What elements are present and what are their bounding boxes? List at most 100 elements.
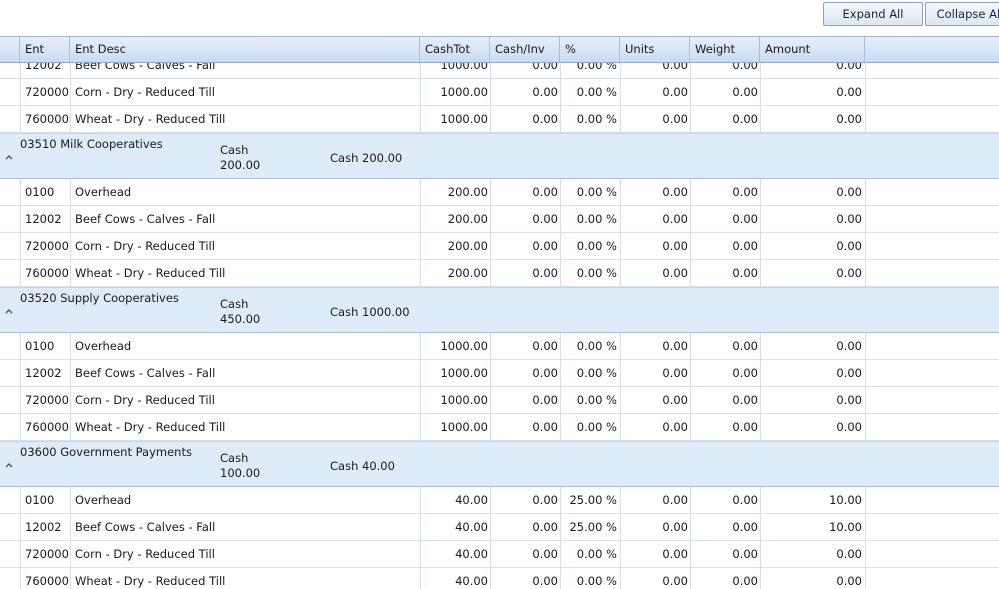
ent-desc-cell: Corn - Dry - Reduced Till [75, 239, 215, 253]
units-cell: 0.00 [662, 239, 688, 253]
column-divider [620, 541, 621, 567]
collapse-chevron-icon[interactable] [4, 460, 14, 470]
group-name: 03520 Supply Cooperatives [20, 291, 179, 305]
table-row[interactable]: 760000 Wheat - Dry - Reduced Till 1000.00 0… [0, 106, 999, 133]
column-divider [760, 541, 761, 567]
weight-cell: 0.00 [732, 493, 758, 507]
amount-cell: 0.00 [836, 239, 862, 253]
column-divider [690, 79, 691, 105]
column-divider [865, 568, 866, 589]
ent-desc-cell: Beef Cows - Calves - Fall [75, 520, 216, 534]
table-row[interactable]: 12002 Beef Cows - Calves - Fall 40.00 0.00 2… [0, 514, 999, 541]
column-divider [70, 233, 71, 259]
cash-inv-cell: 0.00 [532, 63, 558, 72]
table-row[interactable]: 760000 Wheat - Dry - Reduced Till 40.00 0.0… [0, 568, 999, 589]
column-divider [20, 179, 21, 205]
column-header-amount[interactable]: Amount [760, 37, 865, 62]
column-divider [690, 541, 691, 567]
column-divider [20, 106, 21, 132]
ent-desc-cell: Corn - Dry - Reduced Till [75, 85, 215, 99]
cashtot-cell: 1000.00 [440, 420, 488, 434]
amount-cell: 0.00 [836, 366, 862, 380]
units-cell: 0.00 [662, 574, 688, 588]
column-divider [620, 233, 621, 259]
column-divider [620, 79, 621, 105]
column-header-cash-inv[interactable]: Cash/Inv [490, 37, 560, 62]
grid-body[interactable]: 12002 Beef Cows - Calves - Fall 1000.00 0.0… [0, 63, 999, 589]
column-divider [420, 414, 421, 440]
column-divider [620, 333, 621, 359]
table-row[interactable]: 0100 Overhead 200.00 0.00 0.00 % 0.00 0.00 0.00 [0, 179, 999, 206]
column-divider [490, 79, 491, 105]
collapse-all-button[interactable]: Collapse All [925, 2, 999, 26]
units-cell: 0.00 [662, 212, 688, 226]
column-divider [560, 333, 561, 359]
column-divider [865, 360, 866, 386]
table-row[interactable]: 0100 Overhead 40.00 0.00 25.00 % 0.00 0.00 10.0… [0, 487, 999, 514]
percent-cell: 0.00 % [576, 420, 617, 434]
column-header-weight[interactable]: Weight [690, 37, 760, 62]
cash-inv-cell: 0.00 [532, 266, 558, 280]
column-divider [560, 414, 561, 440]
column-divider [70, 541, 71, 567]
column-divider [490, 333, 491, 359]
cashtot-cell: 200.00 [447, 212, 488, 226]
collapse-chevron-icon[interactable] [4, 306, 14, 316]
column-divider [690, 106, 691, 132]
cash-inv-cell: 0.00 [532, 185, 558, 199]
weight-cell: 0.00 [732, 574, 758, 588]
column-divider [760, 260, 761, 286]
column-divider [70, 260, 71, 286]
column-divider [690, 514, 691, 540]
percent-cell: 0.00 % [576, 266, 617, 280]
column-divider [490, 568, 491, 589]
group-cash-value: 100.00 [220, 466, 261, 480]
percent-cell: 0.00 % [576, 393, 617, 407]
column-header-percent[interactable]: % [560, 37, 620, 62]
ent-desc-cell: Wheat - Dry - Reduced Till [75, 266, 226, 280]
table-row[interactable]: 760000 Wheat - Dry - Reduced Till 200.00 0.… [0, 260, 999, 287]
table-row[interactable]: 760000 Wheat - Dry - Reduced Till 1000.00 0… [0, 414, 999, 441]
amount-cell: 0.00 [836, 420, 862, 434]
table-row[interactable]: 12002 Beef Cows - Calves - Fall 200.00 0.00… [0, 206, 999, 233]
cash-inv-cell: 0.00 [532, 366, 558, 380]
table-row[interactable]: 12002 Beef Cows - Calves - Fall 1000.00 0.0… [0, 63, 999, 79]
collapse-chevron-icon[interactable] [4, 152, 14, 162]
column-divider [760, 333, 761, 359]
column-divider [70, 414, 71, 440]
column-header-cashtot[interactable]: CashTot [420, 37, 490, 62]
cashtot-cell: 1000.00 [440, 393, 488, 407]
table-row[interactable]: 720000 Corn - Dry - Reduced Till 1000.00 0.… [0, 79, 999, 106]
column-divider [420, 541, 421, 567]
amount-cell: 0.00 [836, 63, 862, 72]
column-divider [620, 179, 621, 205]
table-row[interactable]: 0100 Overhead 1000.00 0.00 0.00 % 0.00 0.00 0.0… [0, 333, 999, 360]
ent-cell: 12002 [25, 520, 62, 534]
cash-inv-cell: 0.00 [532, 393, 558, 407]
column-header-ent-desc[interactable]: Ent Desc [70, 37, 420, 62]
column-divider [490, 206, 491, 232]
column-divider [560, 541, 561, 567]
group-header[interactable]: 03520 Supply Cooperatives Cash 450.00 Cash … [0, 287, 999, 333]
group-header[interactable]: 03600 Government Payments Cash 100.00 Cash … [0, 441, 999, 487]
ent-cell: 720000 [25, 547, 69, 561]
percent-cell: 0.00 % [576, 339, 617, 353]
column-divider [70, 387, 71, 413]
cash-inv-cell: 0.00 [532, 339, 558, 353]
column-header-units[interactable]: Units [620, 37, 690, 62]
table-row[interactable]: 720000 Corn - Dry - Reduced Till 200.00 0.0… [0, 233, 999, 260]
table-row[interactable]: 720000 Corn - Dry - Reduced Till 40.00 0.00… [0, 541, 999, 568]
table-row[interactable]: 12002 Beef Cows - Calves - Fall 1000.00 0.0… [0, 360, 999, 387]
weight-cell: 0.00 [732, 366, 758, 380]
expand-all-button[interactable]: Expand All [823, 2, 923, 26]
cash-inv-cell: 0.00 [532, 212, 558, 226]
column-divider [865, 387, 866, 413]
column-header-ent[interactable]: Ent [20, 37, 70, 62]
percent-cell: 0.00 % [576, 212, 617, 226]
table-row[interactable]: 720000 Corn - Dry - Reduced Till 1000.00 0.… [0, 387, 999, 414]
column-divider [20, 387, 21, 413]
cashtot-cell: 1000.00 [440, 85, 488, 99]
group-header[interactable]: 03510 Milk Cooperatives Cash 200.00 Cash 20… [0, 133, 999, 179]
header-indent-cell [0, 37, 20, 62]
ent-cell: 720000 [25, 393, 69, 407]
